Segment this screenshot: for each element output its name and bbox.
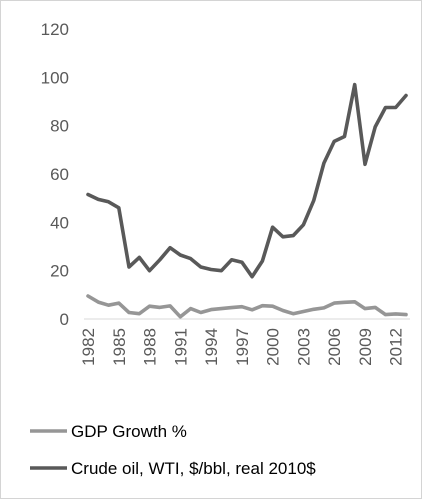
legend: GDP Growth % Crude oil, WTI, $/bbl, real … [30,422,316,478]
y-tick-label: 80 [50,117,69,136]
x-tick-label: 2000 [264,328,283,366]
crude-oil-price-line [86,82,408,279]
x-axis-ticks: 1982 1985 1988 1991 1994 1997 2000 2003 2006 2009… [79,328,406,366]
y-tick-label: 100 [41,68,69,87]
y-tick-label: 120 [41,20,69,39]
x-tick-label: 1982 [79,328,98,366]
legend-label: Crude oil, WTI, $/bbl, real 2010$ [71,459,316,478]
x-tick-label: 1988 [141,328,160,366]
y-tick-label: 60 [50,165,69,184]
legend-label: GDP Growth % [71,422,187,441]
x-tick-label: 2003 [294,328,313,366]
x-tick-label: 2012 [387,328,406,366]
series-layer [86,82,408,319]
y-tick-label: 20 [50,262,69,281]
y-axis-ticks: 0 20 40 60 80 100 120 [41,20,69,329]
gdp-growth-line [86,294,408,319]
x-tick-label: 2009 [356,328,375,366]
x-tick-label: 1994 [202,328,221,366]
x-tick-label: 2006 [325,328,344,366]
y-tick-label: 40 [50,213,69,232]
y-tick-label: 0 [60,310,69,329]
x-tick-label: 1991 [171,328,190,366]
x-tick-label: 1997 [233,328,252,366]
x-tick-label: 1985 [110,328,129,366]
